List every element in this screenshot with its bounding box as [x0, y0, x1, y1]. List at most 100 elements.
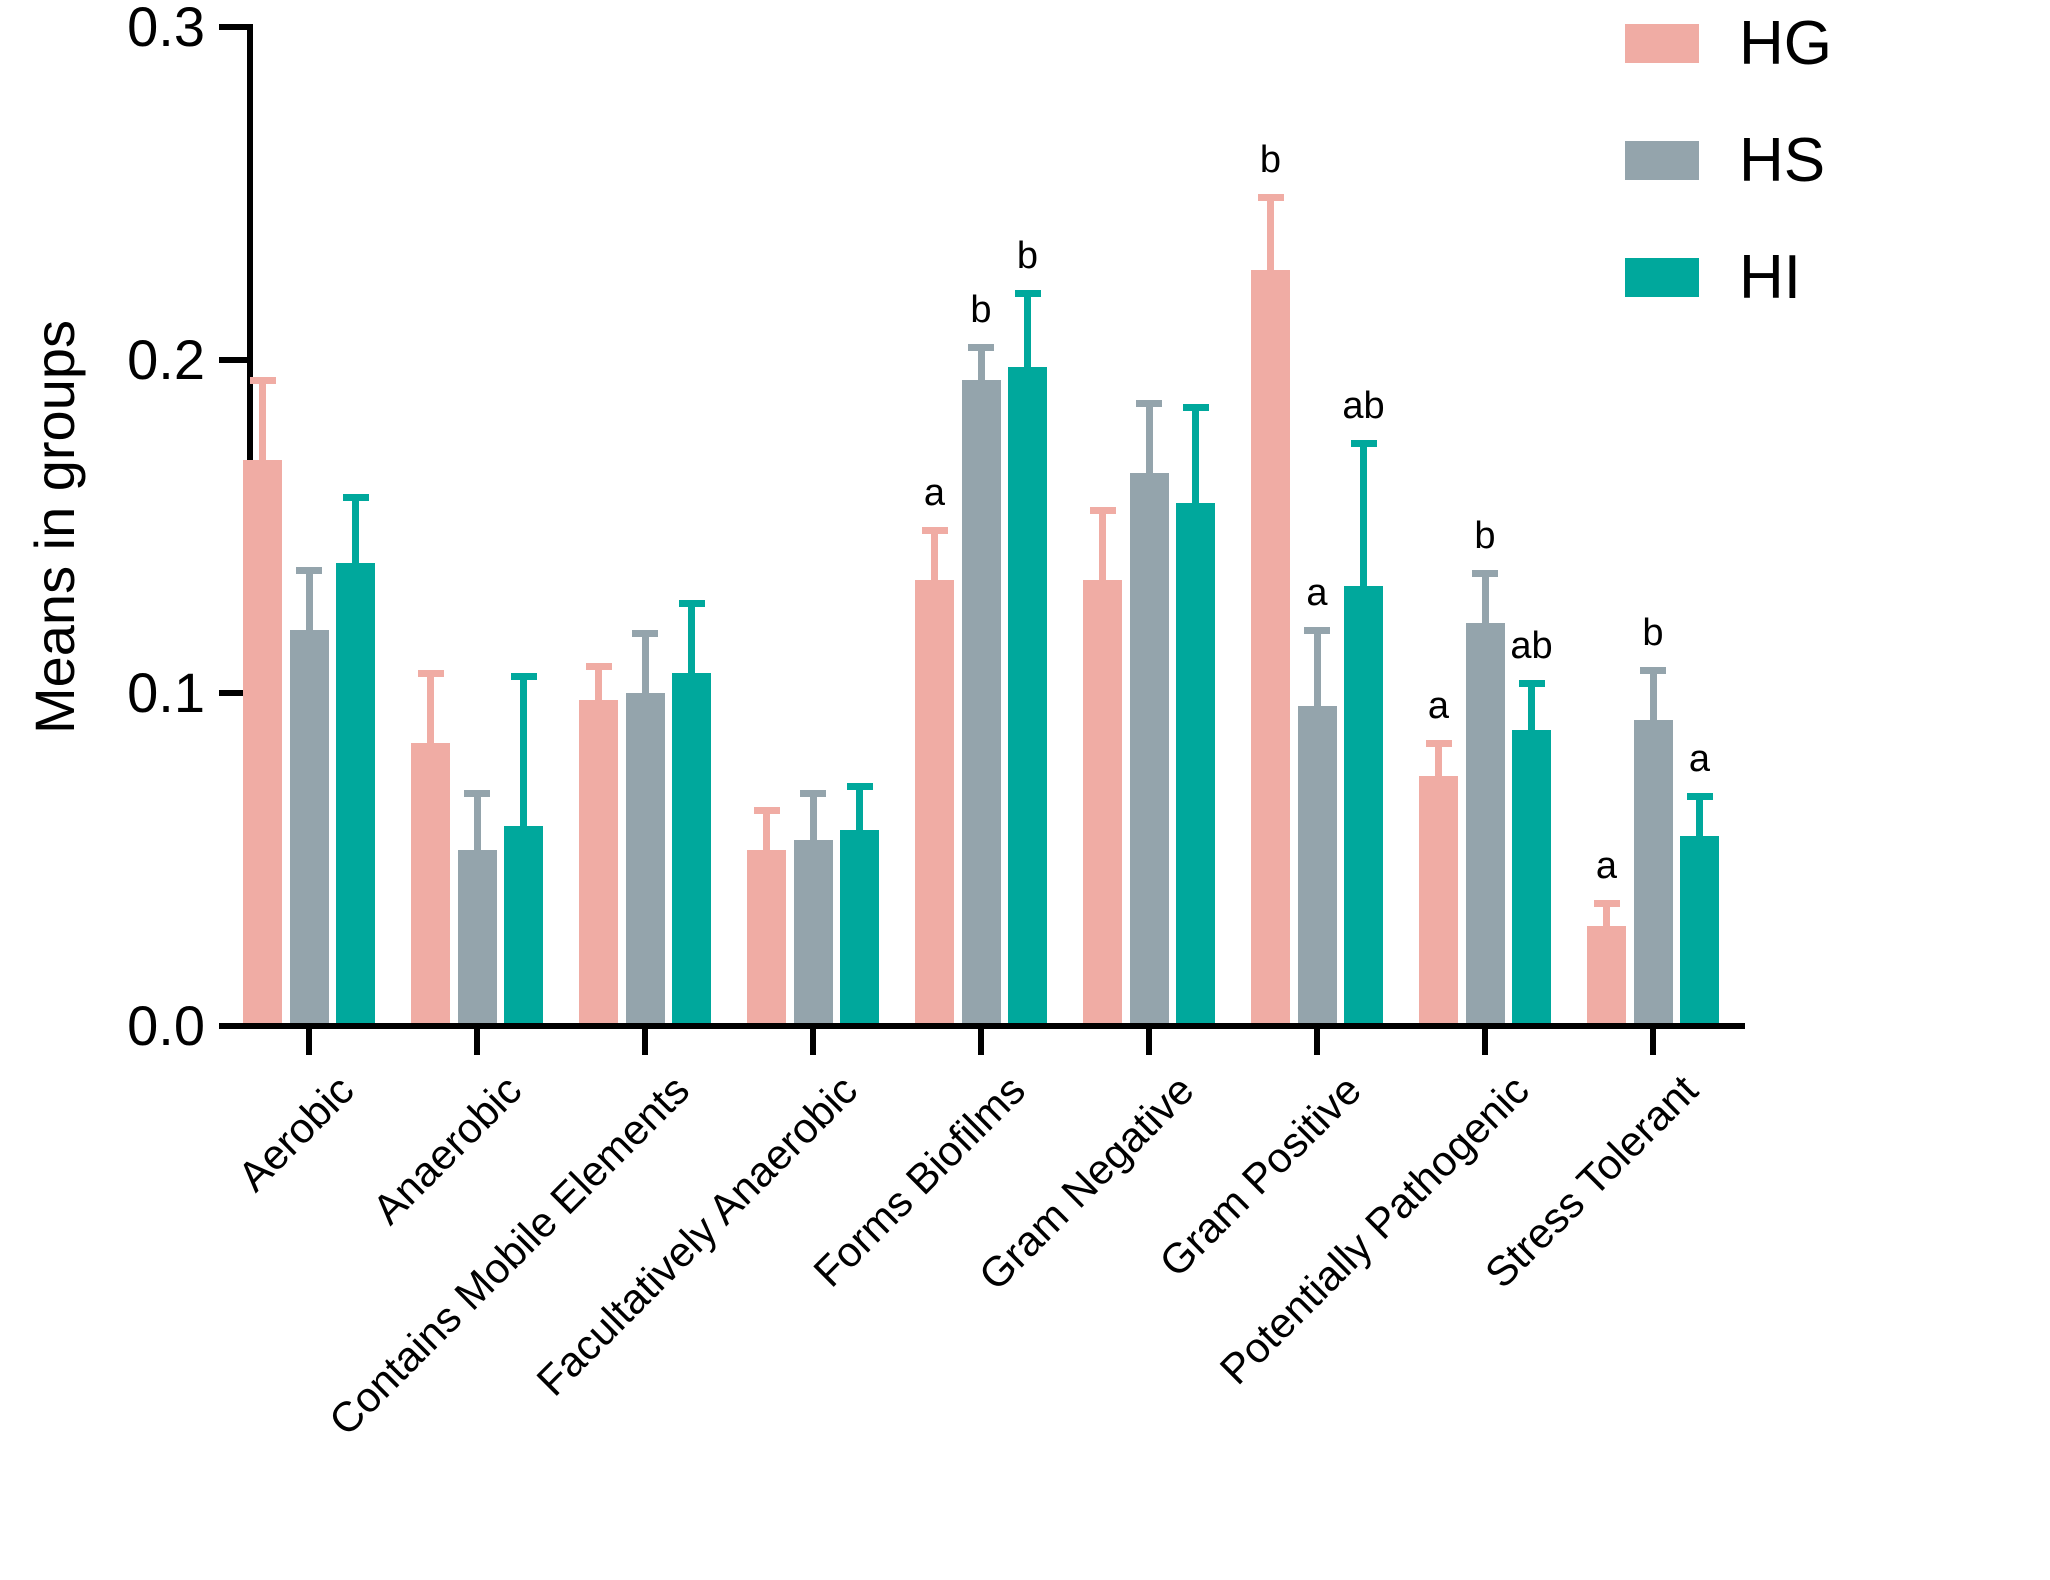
y-tick-label: 0.3	[127, 0, 205, 58]
significance-letter: b	[1016, 235, 1039, 278]
significance-letter: a	[1595, 844, 1618, 887]
error-bar-cap	[753, 806, 780, 814]
bar-hg-9	[1587, 926, 1626, 1023]
significance-letter: a	[923, 471, 946, 514]
significance-letter: a	[1688, 738, 1711, 781]
error-bar-stem	[856, 786, 863, 834]
y-tick-label: 0.0	[127, 994, 205, 1057]
error-bar-stem	[595, 666, 602, 704]
error-bar-cap	[846, 783, 873, 791]
error-bar-cap	[1182, 403, 1209, 411]
legend-label-hg: HG	[1739, 8, 1832, 78]
bar-hi-5	[1008, 366, 1047, 1023]
bar-hi-1	[336, 563, 375, 1023]
bar-hg-6	[1083, 579, 1122, 1023]
error-bar-cap	[585, 663, 612, 671]
bar-hg-3	[579, 699, 618, 1023]
error-bar-stem	[1267, 196, 1274, 275]
error-bar-stem	[1024, 293, 1031, 371]
error-bar-cap	[1686, 793, 1713, 801]
error-bar-cap	[921, 526, 948, 534]
error-bar-stem	[763, 809, 770, 854]
significance-letter: a	[1306, 571, 1328, 614]
error-bar-stem	[688, 603, 695, 677]
x-axis-line	[247, 1023, 1745, 1029]
error-bar-stem	[809, 792, 817, 844]
bar-hs-3	[625, 693, 665, 1023]
error-bar-cap	[1593, 899, 1620, 907]
bar-hi-7	[1344, 586, 1383, 1023]
error-bar-stem	[1528, 683, 1535, 734]
bar-hs-5	[961, 379, 1001, 1023]
x-tick-label: Facultatively Anaerobic	[527, 1066, 867, 1405]
bar-hg-5	[915, 579, 954, 1023]
significance-letter: b	[1642, 611, 1664, 654]
x-tick	[306, 1029, 312, 1055]
error-bar-cap	[632, 630, 658, 638]
significance-letter: b	[1259, 138, 1282, 181]
significance-letter: a	[1427, 684, 1450, 727]
x-tick-label: Anaerobic	[363, 1066, 531, 1233]
x-tick	[474, 1029, 480, 1055]
error-bar-cap	[1518, 680, 1545, 687]
error-bar-stem	[1435, 742, 1442, 781]
bar-hg-1	[243, 459, 282, 1023]
error-bar-stem	[1145, 403, 1153, 478]
error-bar-stem	[1313, 629, 1321, 711]
error-bar-cap	[1640, 666, 1666, 674]
bar-hs-8	[1465, 623, 1505, 1023]
bar-hi-3	[672, 673, 711, 1023]
bar-hs-9	[1633, 719, 1673, 1023]
bar-hs-2	[457, 849, 497, 1023]
error-bar-stem	[1360, 443, 1367, 591]
error-bar-stem	[641, 633, 649, 697]
error-bar-cap	[800, 789, 826, 797]
significance-letter: b	[1474, 515, 1496, 558]
bar-hi-9	[1680, 836, 1719, 1023]
y-tick	[219, 24, 247, 30]
x-tick	[810, 1029, 816, 1055]
error-bar-stem	[1696, 796, 1703, 841]
error-bar-stem	[1481, 573, 1489, 628]
bar-hi-2	[504, 826, 543, 1023]
bar-hg-7	[1251, 270, 1290, 1023]
error-bar-cap	[1472, 570, 1498, 578]
significance-letter: ab	[1342, 385, 1385, 428]
bar-hs-7	[1297, 706, 1337, 1023]
error-bar-stem	[352, 496, 359, 568]
bar-hs-4	[793, 839, 833, 1023]
y-tick	[219, 690, 247, 696]
error-bar-cap	[342, 493, 369, 501]
x-tick	[978, 1029, 984, 1055]
error-bar-cap	[1425, 739, 1452, 747]
y-tick	[219, 357, 247, 363]
error-bar-stem	[259, 379, 266, 464]
x-tick-label: Aerobic	[228, 1066, 363, 1200]
bar-hs-1	[289, 629, 329, 1023]
x-tick-label: Potentially Pathogenic	[1211, 1066, 1539, 1394]
legend-label-hs: HS	[1739, 125, 1826, 195]
error-bar-cap	[1350, 440, 1377, 448]
bar-hg-2	[411, 742, 450, 1023]
legend-swatch-hg	[1625, 24, 1699, 63]
error-bar-stem	[427, 673, 434, 747]
error-bar-cap	[464, 789, 490, 797]
error-bar-stem	[931, 529, 938, 584]
legend-swatch-hs	[1625, 141, 1699, 180]
y-tick	[219, 1023, 247, 1029]
error-bar-stem	[473, 792, 481, 854]
legend-swatch-hi	[1625, 258, 1699, 297]
significance-letter: b	[970, 288, 992, 331]
error-bar-cap	[1136, 400, 1162, 408]
y-tick-label: 0.2	[127, 328, 205, 391]
error-bar-cap	[1304, 626, 1330, 634]
x-tick	[1482, 1029, 1488, 1055]
error-bar-stem	[1649, 669, 1657, 724]
bar-hi-8	[1512, 729, 1551, 1023]
bar-hi-4	[840, 829, 879, 1023]
error-bar-cap	[968, 343, 994, 351]
error-bar-stem	[520, 676, 527, 831]
x-tick	[1146, 1029, 1152, 1055]
bar-hi-6	[1176, 503, 1215, 1023]
